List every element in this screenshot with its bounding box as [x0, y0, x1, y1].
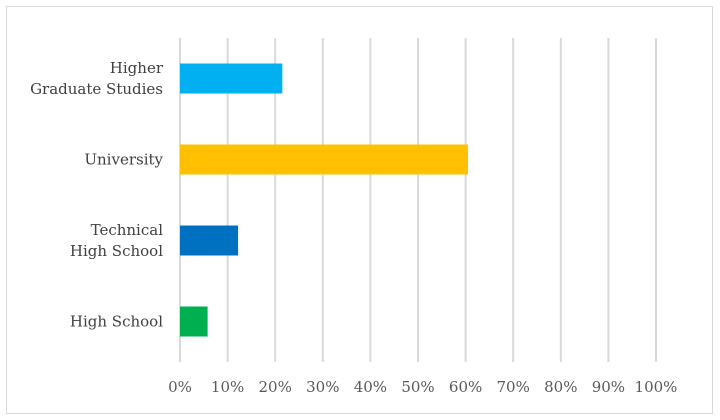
- x-tick-label-30: 30%: [306, 378, 339, 396]
- x-tick-label-20: 20%: [259, 378, 292, 396]
- x-tick-label-60: 60%: [449, 378, 482, 396]
- bar-high-school: [180, 306, 208, 337]
- category-label-line: Technical: [91, 221, 164, 239]
- bar-technical-high-school: [180, 225, 239, 256]
- category-labels: Higher Graduate Studies University Technica…: [30, 59, 164, 331]
- bar-university: [180, 144, 468, 175]
- category-label-university: University: [84, 151, 163, 169]
- x-tick-label-70: 70%: [497, 378, 530, 396]
- x-tick-label-100: 100%: [635, 378, 678, 396]
- x-tick-label-40: 40%: [354, 378, 387, 396]
- chart-frame: [6, 6, 713, 414]
- category-label-line: High School: [70, 313, 163, 331]
- bar-series: [180, 63, 468, 337]
- x-tick-label-80: 80%: [544, 378, 577, 396]
- category-label-line: High School: [70, 242, 163, 260]
- x-tick-label-0: 0%: [168, 378, 192, 396]
- category-label-line: Higher: [110, 59, 164, 77]
- x-tick-label-90: 90%: [592, 378, 625, 396]
- category-label-high-school: High School: [70, 313, 163, 331]
- category-label-line: Graduate Studies: [30, 80, 163, 98]
- category-label-higher-graduate-studies: Higher Graduate Studies: [30, 59, 164, 98]
- x-tick-label-50: 50%: [401, 378, 434, 396]
- bar-higher-graduate-studies: [180, 63, 283, 94]
- category-label-technical-high-school: Technical High School: [70, 221, 163, 260]
- x-tick-label-10: 10%: [211, 378, 244, 396]
- category-label-line: University: [84, 151, 163, 169]
- x-tick-labels: 0% 10% 20% 30% 40% 50% 60% 70% 80% 90% 100%: [168, 378, 677, 396]
